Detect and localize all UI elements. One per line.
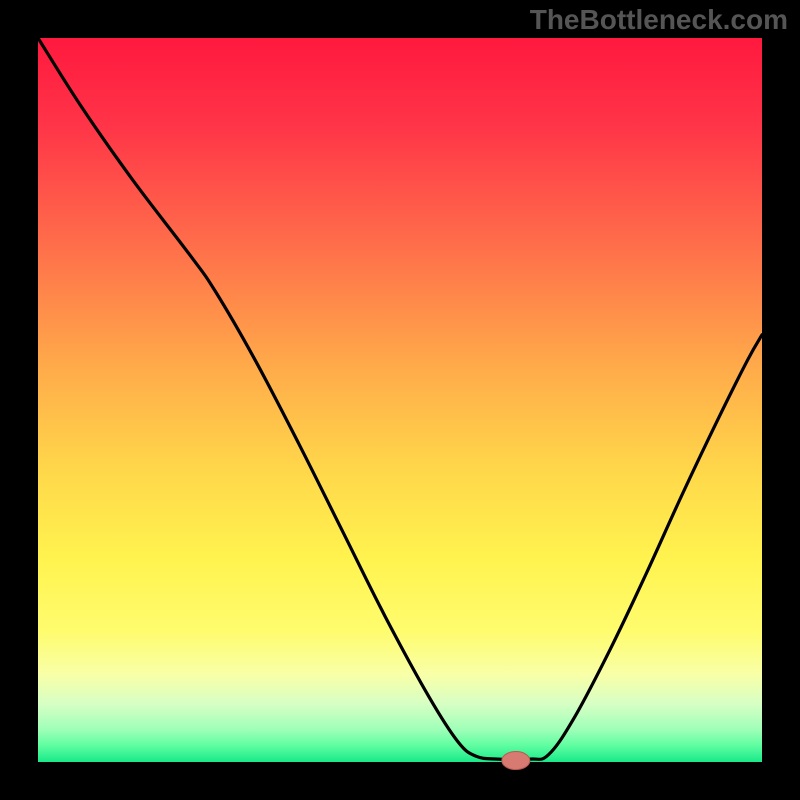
- plot-background: [38, 38, 762, 762]
- bottleneck-chart: [0, 0, 800, 800]
- chart-container: TheBottleneck.com: [0, 0, 800, 800]
- optimal-marker: [502, 752, 530, 770]
- watermark-text: TheBottleneck.com: [530, 4, 788, 36]
